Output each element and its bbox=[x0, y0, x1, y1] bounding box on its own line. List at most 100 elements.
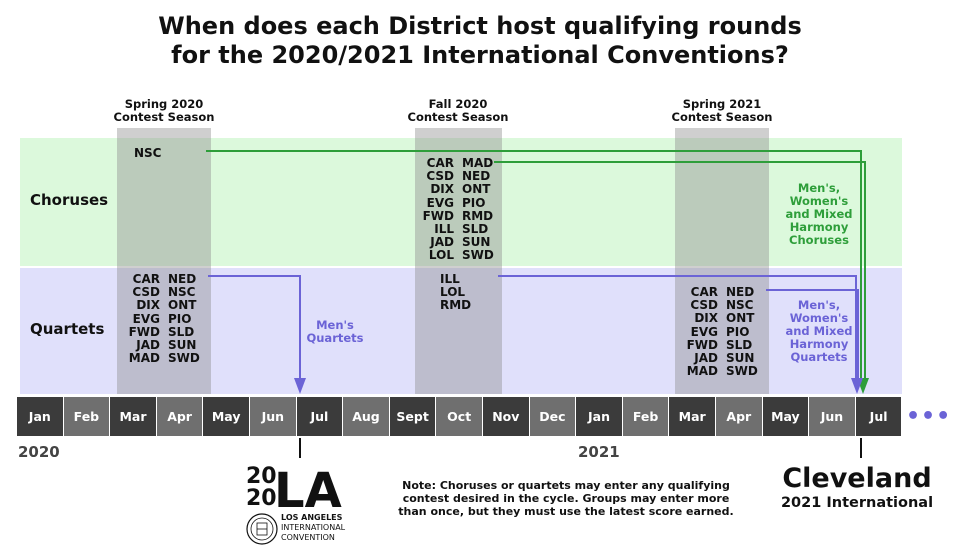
month-cell: Apr bbox=[156, 397, 203, 436]
month-cell: Apr bbox=[716, 397, 762, 436]
district-code: NSC bbox=[168, 285, 196, 300]
district-list-fall-2020-choruses: CAR MAD CSD NED DIX ONT EVG PIO FWD RMD ILL SLD JAD S… bbox=[410, 156, 506, 263]
district-row: CSD NSC bbox=[116, 286, 212, 299]
title-line-2: for the 2020/2021 International Conventi… bbox=[171, 41, 789, 69]
title-line-1: When does each District host qualifying … bbox=[158, 12, 802, 40]
district-row: FWD SLD bbox=[674, 338, 770, 352]
note-line: Note: Choruses or quartets may enter any… bbox=[402, 479, 730, 492]
cleveland-convention-label: Cleveland 2021 International bbox=[762, 463, 952, 511]
convention-city: Cleveland bbox=[782, 463, 932, 494]
month-cell: Feb bbox=[622, 397, 669, 436]
district-code: SLD bbox=[168, 324, 195, 339]
district-row: JAD SUN bbox=[674, 351, 770, 366]
district-code: ILL bbox=[440, 272, 460, 286]
district-row: CSD NED bbox=[410, 170, 506, 183]
district-code: PIO bbox=[168, 311, 192, 326]
quartet-line-fall-2020 bbox=[498, 275, 857, 384]
district-code: JAD bbox=[694, 351, 718, 366]
district-row: JAD SUN bbox=[410, 236, 506, 249]
month-cell: May bbox=[203, 397, 249, 436]
event-line: and Mixed bbox=[785, 207, 853, 221]
la-2020-convention-logo: 20 20 LA LOS ANGELES INTERNATIONAL CONVE… bbox=[246, 463, 346, 545]
district-row: ILL bbox=[420, 272, 516, 286]
event-line: Men's, bbox=[797, 181, 841, 195]
district-code: RMD bbox=[462, 208, 494, 223]
district-code: NED bbox=[168, 272, 197, 286]
month-cell: Mar bbox=[110, 397, 156, 436]
district-code: FWD bbox=[128, 324, 160, 339]
event-label-mens-quartets: Men's Quartets bbox=[293, 319, 377, 345]
district-row: EVG PIO bbox=[116, 311, 212, 326]
district-row: NSC bbox=[114, 146, 210, 160]
district-code: SLD bbox=[462, 222, 489, 237]
district-code: EVG bbox=[426, 195, 454, 210]
district-code: FWD bbox=[422, 208, 454, 223]
district-row: CAR MAD bbox=[410, 156, 506, 170]
season-column-spring-2020 bbox=[117, 128, 211, 394]
district-code: LOL bbox=[440, 285, 466, 300]
season-name: Spring 2021 bbox=[682, 97, 762, 111]
season-header-spring-2021: Spring 2021 Contest Season bbox=[662, 98, 782, 124]
district-row: CSD NSC bbox=[674, 299, 770, 312]
district-code: SWD bbox=[462, 248, 494, 263]
event-line: Harmony bbox=[789, 337, 849, 351]
month-cell: Feb bbox=[63, 397, 110, 436]
month-cell: Nov bbox=[483, 397, 529, 436]
quartets-band bbox=[20, 268, 902, 394]
district-code: MAD bbox=[686, 364, 718, 379]
event-label-harmony-choruses: Men's, Women's and Mixed Harmony Choruse… bbox=[776, 182, 862, 247]
row-label-choruses: Choruses bbox=[30, 191, 109, 209]
district-row: MAD SWD bbox=[674, 365, 770, 378]
month-cell: Jun bbox=[250, 397, 296, 436]
district-code: ONT bbox=[168, 298, 197, 313]
event-line: Women's bbox=[789, 194, 849, 208]
season-header-fall-2020: Fall 2020 Contest Season bbox=[398, 98, 518, 124]
district-row: JAD SUN bbox=[116, 338, 212, 352]
svg-text:20: 20 bbox=[246, 464, 277, 489]
district-code: NED bbox=[726, 285, 755, 299]
district-code: NED bbox=[462, 169, 491, 184]
district-row: ILL SLD bbox=[410, 222, 506, 237]
district-code: JAD bbox=[430, 235, 454, 250]
event-line: Women's bbox=[789, 311, 849, 325]
district-list-fall-2020-quartets: ILL LOL RMD bbox=[420, 272, 516, 313]
month-cell: Jan bbox=[576, 397, 622, 436]
event-line: Men's bbox=[316, 318, 354, 332]
choruses-band bbox=[20, 138, 902, 266]
note-line: than once, but they must use the latest … bbox=[398, 505, 734, 518]
logo-line-2: INTERNATIONAL bbox=[281, 523, 346, 532]
district-code: DIX bbox=[694, 311, 718, 326]
logo-line-1: LOS ANGELES bbox=[281, 513, 343, 522]
month-cell: May bbox=[762, 397, 809, 436]
district-code: CSD bbox=[132, 285, 160, 300]
district-code: ONT bbox=[462, 182, 491, 197]
month-cell: Oct bbox=[436, 397, 482, 436]
district-code: PIO bbox=[726, 324, 750, 339]
quartet-line-spring-2021 bbox=[766, 289, 859, 384]
chorus-line-fall bbox=[494, 161, 866, 384]
district-row: LOL bbox=[420, 286, 516, 299]
district-code: SUN bbox=[462, 235, 491, 250]
note-line: contest desired in the cycle. Groups may… bbox=[402, 492, 730, 505]
district-row: DIX ONT bbox=[674, 312, 770, 325]
month-cell: Jan bbox=[17, 397, 63, 436]
svg-text:LA: LA bbox=[274, 463, 342, 519]
footnote: Note: Choruses or quartets may enter any… bbox=[382, 479, 750, 518]
chorus-line-nsc bbox=[206, 150, 862, 384]
district-row: EVG PIO bbox=[674, 324, 770, 339]
district-code: CAR bbox=[690, 285, 718, 299]
district-row: FWD RMD bbox=[410, 208, 506, 223]
district-code: NSC bbox=[134, 146, 162, 160]
district-row: RMD bbox=[420, 299, 516, 312]
district-code: SWD bbox=[168, 351, 200, 366]
district-row: DIX ONT bbox=[410, 183, 506, 196]
month-cell: Jul bbox=[855, 397, 902, 436]
season-name: Fall 2020 bbox=[428, 97, 488, 111]
more-months-ellipsis: ••• bbox=[906, 404, 952, 429]
district-code: SUN bbox=[726, 351, 755, 366]
season-name: Spring 2020 bbox=[124, 97, 204, 111]
district-code: NSC bbox=[726, 298, 754, 313]
quartet-line-spring-2020 bbox=[208, 275, 301, 384]
district-row: EVG PIO bbox=[410, 195, 506, 210]
district-code: CSD bbox=[690, 298, 718, 313]
